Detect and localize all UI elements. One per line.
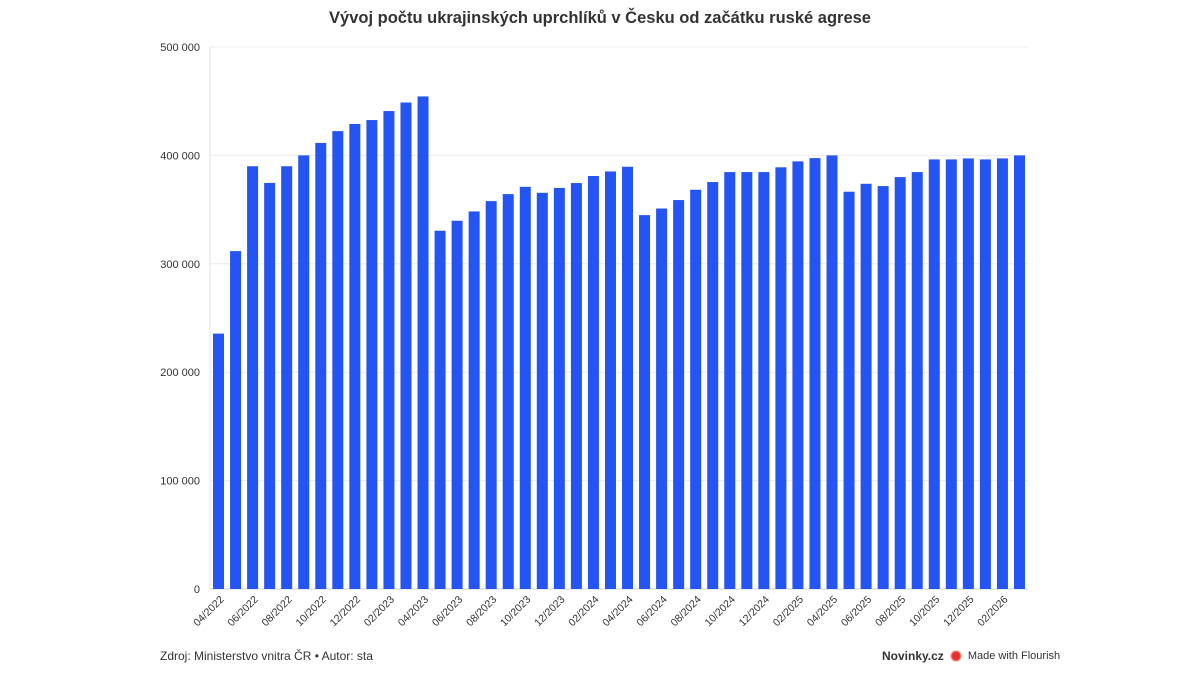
y-tick-label: 100 000 <box>160 476 200 488</box>
bar[interactable] <box>485 201 497 589</box>
x-tick-label: 02/2025 <box>771 594 806 629</box>
bar[interactable] <box>502 194 514 589</box>
x-tick-label: 08/2023 <box>464 594 499 629</box>
x-tick-label: 06/2022 <box>225 594 260 629</box>
bar[interactable] <box>247 166 259 590</box>
bar[interactable] <box>758 172 770 589</box>
made-with-flourish-link[interactable]: Made with Flourish <box>967 650 1061 662</box>
bar[interactable] <box>349 123 361 590</box>
x-tick-label: 12/2024 <box>737 594 772 629</box>
x-tick-label: 10/2024 <box>703 594 738 629</box>
x-tick-label: 04/2022 <box>191 594 226 629</box>
bar[interactable] <box>945 159 957 589</box>
bar[interactable] <box>894 177 906 589</box>
bar[interactable] <box>264 182 276 589</box>
x-tick-label: 10/2022 <box>294 594 329 629</box>
bar[interactable] <box>707 182 719 589</box>
gridlines <box>209 46 1028 590</box>
bar[interactable] <box>1013 155 1025 589</box>
bar[interactable] <box>366 120 378 590</box>
flourish-icon <box>949 650 962 662</box>
bar[interactable] <box>451 220 463 589</box>
x-tick-label: 02/2023 <box>362 594 397 629</box>
x-tick-label: 06/2024 <box>634 594 669 629</box>
source-credit: Zdroj: Ministerstvo vnitra ČR • Autor: s… <box>160 649 373 663</box>
bar[interactable] <box>792 161 804 589</box>
y-tick-label: 0 <box>194 584 200 596</box>
bar[interactable] <box>826 155 838 589</box>
bar[interactable] <box>724 172 736 589</box>
bar[interactable] <box>400 102 412 590</box>
bar[interactable] <box>570 183 582 590</box>
bar[interactable] <box>877 186 889 589</box>
bar[interactable] <box>604 171 616 589</box>
bar[interactable] <box>843 191 855 590</box>
x-tick-label: 06/2025 <box>839 594 874 629</box>
bar[interactable] <box>553 187 565 590</box>
bar[interactable] <box>417 96 429 590</box>
bar[interactable] <box>622 166 634 590</box>
x-tick-label: 02/2026 <box>975 594 1010 629</box>
bar[interactable] <box>673 200 685 590</box>
x-tick-label: 08/2025 <box>873 594 908 629</box>
x-tick-label: 02/2024 <box>566 594 601 629</box>
x-tick-label: 10/2023 <box>498 594 533 629</box>
x-tick-label: 04/2023 <box>396 594 431 629</box>
bar[interactable] <box>536 192 548 589</box>
x-axis-ticks: 04/202206/202208/202210/202212/202202/20… <box>191 594 1010 629</box>
novinky-logo[interactable]: Novinky.cz <box>882 649 944 663</box>
bar[interactable] <box>639 215 651 589</box>
bar[interactable] <box>962 158 974 590</box>
x-tick-label: 04/2025 <box>805 594 840 629</box>
bar[interactable] <box>468 211 480 589</box>
x-tick-label: 12/2025 <box>941 594 976 629</box>
bar[interactable] <box>281 166 293 590</box>
x-tick-label: 08/2024 <box>668 594 703 629</box>
bar[interactable] <box>911 172 923 589</box>
bar[interactable] <box>519 186 531 589</box>
chart-title: Vývoj počtu ukrajinských uprchlíků v Čes… <box>329 9 871 27</box>
bar[interactable] <box>809 158 821 590</box>
bar[interactable] <box>434 230 446 589</box>
bar[interactable] <box>587 175 599 589</box>
x-tick-label: 04/2024 <box>600 594 635 629</box>
x-tick-label: 12/2023 <box>532 594 567 629</box>
bar[interactable] <box>656 208 668 590</box>
bar[interactable] <box>928 159 940 589</box>
y-tick-label: 500 000 <box>160 42 200 54</box>
bars <box>213 96 1025 590</box>
x-tick-label: 06/2023 <box>430 594 465 629</box>
bar[interactable] <box>332 131 344 589</box>
x-tick-label: 12/2022 <box>328 594 363 629</box>
footer-brand: Novinky.cz Made with Flourish <box>882 649 1060 663</box>
y-tick-label: 400 000 <box>160 150 200 162</box>
bar[interactable] <box>383 111 395 590</box>
bar[interactable] <box>860 183 872 590</box>
y-axis-ticks: 0 100 000 200 000 300 000 400 000 500 000 <box>160 42 200 596</box>
bar[interactable] <box>775 167 787 589</box>
bar[interactable] <box>298 155 310 589</box>
x-tick-label: 08/2022 <box>259 594 294 629</box>
x-tick-label: 10/2025 <box>907 594 942 629</box>
bar[interactable] <box>979 159 991 589</box>
bar[interactable] <box>741 172 753 589</box>
bar[interactable] <box>315 142 327 589</box>
bar[interactable] <box>230 251 242 590</box>
y-tick-label: 300 000 <box>160 259 200 271</box>
y-tick-label: 200 000 <box>160 367 200 379</box>
bar[interactable] <box>996 158 1008 590</box>
bar[interactable] <box>690 189 702 589</box>
bar[interactable] <box>213 333 225 589</box>
